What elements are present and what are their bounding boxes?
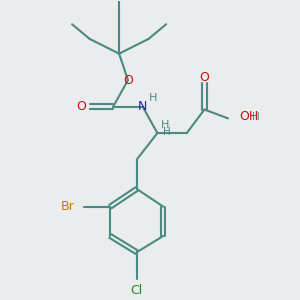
Text: Cl: Cl xyxy=(130,284,143,297)
Text: N: N xyxy=(138,100,147,113)
Text: H: H xyxy=(161,120,170,130)
Text: H: H xyxy=(163,127,171,136)
Text: O: O xyxy=(200,71,209,84)
Text: O: O xyxy=(123,74,133,87)
Text: O: O xyxy=(76,100,86,113)
Text: H: H xyxy=(149,93,157,103)
Text: OH: OH xyxy=(240,110,259,123)
Text: Br: Br xyxy=(61,200,75,213)
Text: H: H xyxy=(252,112,260,122)
